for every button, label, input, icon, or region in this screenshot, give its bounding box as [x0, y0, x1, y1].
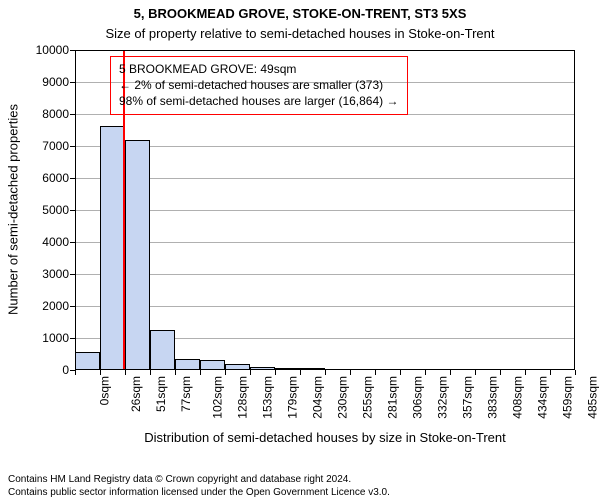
x-tick-label: 204sqm: [311, 376, 325, 419]
footer-line-1: Contains HM Land Registry data © Crown c…: [8, 474, 390, 487]
y-tick-label: 5000: [42, 203, 69, 217]
x-tick-label: 179sqm: [286, 376, 300, 419]
x-tick-label: 332sqm: [436, 376, 450, 419]
x-tick-mark: [75, 370, 76, 375]
x-tick-label: 408sqm: [511, 376, 525, 419]
x-tick-label: 485sqm: [586, 376, 600, 419]
x-tick-mark: [200, 370, 201, 375]
x-tick-label: 153sqm: [261, 376, 275, 419]
x-tick-label: 77sqm: [179, 376, 193, 412]
y-tick-label: 9000: [42, 75, 69, 89]
x-tick-mark: [525, 370, 526, 375]
x-tick-label: 230sqm: [336, 376, 350, 419]
chart-root: 5, BROOKMEAD GROVE, STOKE-ON-TRENT, ST3 …: [0, 0, 600, 500]
x-tick-mark: [150, 370, 151, 375]
y-tick-label: 6000: [42, 171, 69, 185]
y-tick-label: 1000: [42, 331, 69, 345]
x-tick-label: 128sqm: [236, 376, 250, 419]
y-axis-label: Number of semi-detached properties: [6, 90, 21, 330]
x-tick-mark: [425, 370, 426, 375]
x-tick-mark: [475, 370, 476, 375]
x-tick-label: 383sqm: [486, 376, 500, 419]
x-tick-mark: [500, 370, 501, 375]
x-tick-label: 306sqm: [411, 376, 425, 419]
x-tick-mark: [325, 370, 326, 375]
x-tick-mark: [400, 370, 401, 375]
y-tick-label: 7000: [42, 139, 69, 153]
x-tick-mark: [125, 370, 126, 375]
x-tick-label: 434sqm: [536, 376, 550, 419]
x-tick-mark: [300, 370, 301, 375]
x-tick-mark: [575, 370, 576, 375]
x-tick-label: 26sqm: [129, 376, 143, 412]
y-tick-label: 0: [62, 363, 69, 377]
chart-title: 5, BROOKMEAD GROVE, STOKE-ON-TRENT, ST3 …: [0, 6, 600, 21]
chart-subtitle: Size of property relative to semi-detach…: [0, 26, 600, 41]
x-tick-label: 0sqm: [97, 376, 111, 405]
y-tick-label: 4000: [42, 235, 69, 249]
x-tick-mark: [275, 370, 276, 375]
y-tick-label: 2000: [42, 299, 69, 313]
x-tick-label: 459sqm: [561, 376, 575, 419]
footer-attribution: Contains HM Land Registry data © Crown c…: [8, 474, 390, 499]
x-axis-label: Distribution of semi-detached houses by …: [75, 430, 575, 445]
footer-line-2: Contains public sector information licen…: [8, 487, 390, 500]
x-tick-label: 255sqm: [361, 376, 375, 419]
plot-border: [75, 50, 575, 370]
y-tick-label: 10000: [36, 43, 69, 57]
plot-area: 0100020003000400050006000700080009000100…: [75, 50, 575, 370]
x-tick-label: 281sqm: [386, 376, 400, 419]
x-tick-mark: [175, 370, 176, 375]
x-tick-mark: [450, 370, 451, 375]
x-tick-mark: [350, 370, 351, 375]
x-tick-mark: [100, 370, 101, 375]
x-tick-mark: [550, 370, 551, 375]
x-tick-label: 51sqm: [154, 376, 168, 412]
x-tick-mark: [250, 370, 251, 375]
x-tick-mark: [375, 370, 376, 375]
y-tick-label: 3000: [42, 267, 69, 281]
y-tick-label: 8000: [42, 107, 69, 121]
x-tick-mark: [225, 370, 226, 375]
x-tick-label: 102sqm: [211, 376, 225, 419]
x-tick-label: 357sqm: [461, 376, 475, 419]
